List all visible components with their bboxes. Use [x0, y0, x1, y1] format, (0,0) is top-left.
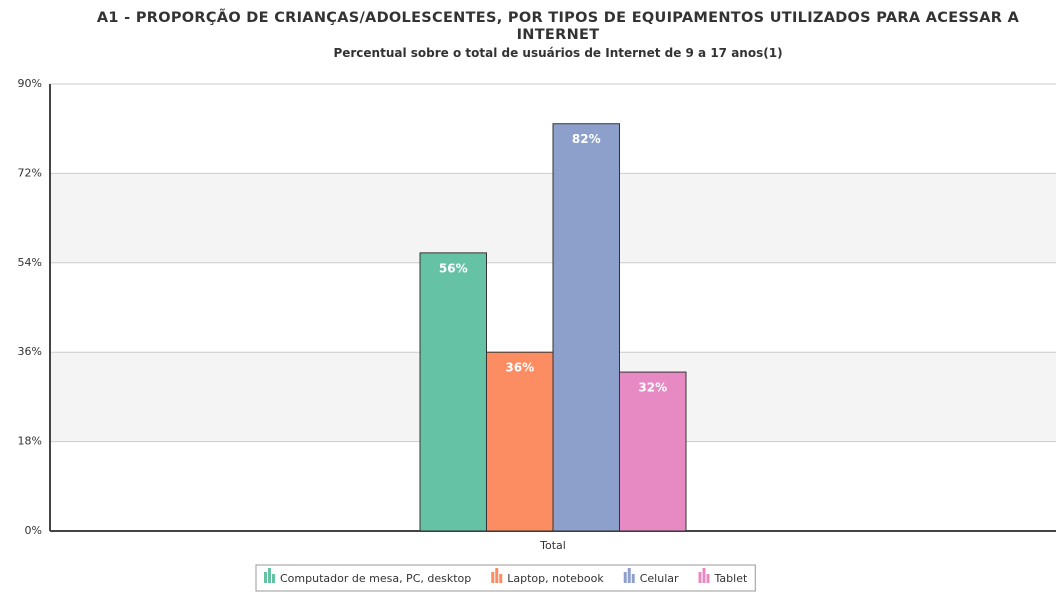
y-tick-label: 36%	[18, 345, 42, 358]
y-tick-label: 0%	[25, 524, 42, 537]
legend-icon	[495, 568, 499, 583]
value-label: 82%	[572, 132, 601, 146]
chart-subtitle: Percentual sobre o total de usuários de …	[333, 46, 783, 60]
legend-icon	[264, 572, 267, 583]
value-label: 32%	[638, 381, 667, 395]
legend: Computador de mesa, PC, desktop Laptop, n…	[255, 564, 756, 592]
value-label: 36%	[505, 361, 534, 375]
y-tick-label: 72%	[18, 166, 42, 179]
bar	[619, 371, 687, 532]
y-tick-label: 18%	[18, 435, 42, 448]
x-tick-label: Total	[539, 539, 566, 552]
legend-icon	[272, 574, 275, 583]
legend-icon	[491, 572, 495, 583]
legend-icon	[623, 572, 627, 583]
bar	[419, 252, 487, 532]
value-label: 56%	[439, 261, 468, 275]
chart-title: A1 - PROPORÇÃO DE CRIANÇAS/ADOLESCENTES,…	[96, 10, 1020, 43]
y-tick-label: 90%	[18, 77, 42, 90]
legend-box	[255, 564, 756, 592]
legend-label: Computador de mesa, PC, desktop	[280, 572, 471, 585]
legend-icon	[706, 574, 710, 583]
bar	[552, 123, 620, 532]
legend-icon	[627, 568, 631, 583]
legend-icon	[631, 574, 635, 583]
legend-icon	[268, 568, 271, 583]
legend-label: Laptop, notebook	[507, 572, 604, 585]
header: A1 - PROPORÇÃO DE CRIANÇAS/ADOLESCENTES,…	[60, 10, 1056, 60]
legend-icon	[702, 568, 706, 583]
legend-label: Celular	[640, 572, 679, 585]
legend-icon	[698, 572, 702, 583]
legend-icon	[499, 574, 503, 583]
bar	[486, 351, 554, 532]
legend-label: Tablet	[714, 572, 748, 585]
y-tick-label: 54%	[18, 256, 42, 269]
